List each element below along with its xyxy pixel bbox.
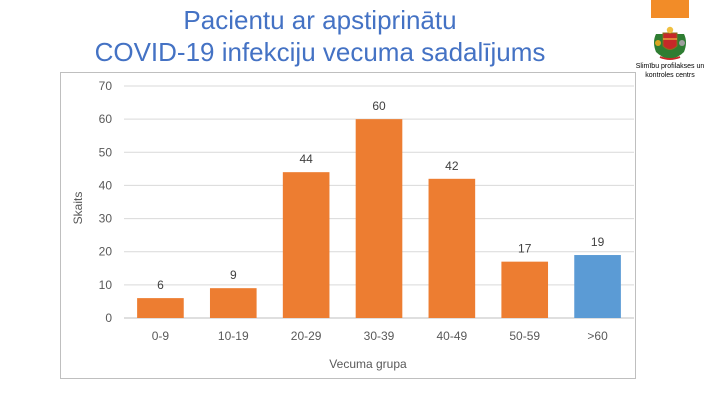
chart-title: Pacientu ar apstiprinātu COVID-19 infekc… [0,4,640,68]
x-tick-label: 30-39 [364,329,395,343]
data-label: 19 [591,235,605,249]
data-label: 60 [372,99,386,113]
y-tick-label: 20 [99,245,113,259]
y-axis-title: Skaits [71,192,85,225]
bar->60 [574,255,621,318]
x-tick-label: 50-59 [509,329,540,343]
x-tick-label: 20-29 [291,329,322,343]
data-label: 17 [518,242,532,256]
y-axis-ticks: 0 10 20 30 40 50 60 70 [99,79,113,325]
bars [137,119,621,319]
bar-10-19 [209,288,257,318]
data-label: 9 [230,268,237,282]
data-label: 6 [157,278,164,292]
y-tick-label: 10 [99,278,113,292]
y-tick-label: 50 [99,145,113,159]
x-tick-label: 0-9 [152,329,170,343]
orange-tab-decoration [651,0,689,18]
y-tick-label: 70 [99,79,113,93]
y-tick-label: 40 [99,178,113,192]
x-axis-title: Vecuma grupa [329,357,407,371]
chart-area [60,72,636,379]
x-tick-label: >60 [587,329,608,343]
bar-50-59 [501,261,549,318]
x-tick-label: 40-49 [437,329,468,343]
data-label: 44 [299,152,313,166]
org-line-2: kontroles centrs [645,72,695,79]
data-label: 42 [445,159,459,173]
coat-of-arms-logo [654,26,686,60]
y-tick-label: 60 [99,112,113,126]
y-tick-label: 30 [99,212,113,226]
bar-30-39 [355,119,403,319]
data-labels: 6 9 44 60 42 17 19 [157,99,604,292]
title-line-2: COVID-19 infekciju vecuma sadalījums [94,37,546,67]
title-line-1: Pacientu ar apstiprinātu [183,5,457,35]
y-tick-label: 0 [105,311,112,325]
bar-0-9 [137,298,184,318]
x-axis-ticks: 0-9 10-19 20-29 30-39 40-49 50-59 >60 [152,329,608,343]
x-tick-label: 10-19 [218,329,249,343]
org-line-1: Slimību profilakses un [635,63,705,70]
bar-20-29 [282,172,330,318]
bar-40-49 [428,178,476,318]
organization-name: Slimību profilakses un kontroles centrs [628,62,712,80]
